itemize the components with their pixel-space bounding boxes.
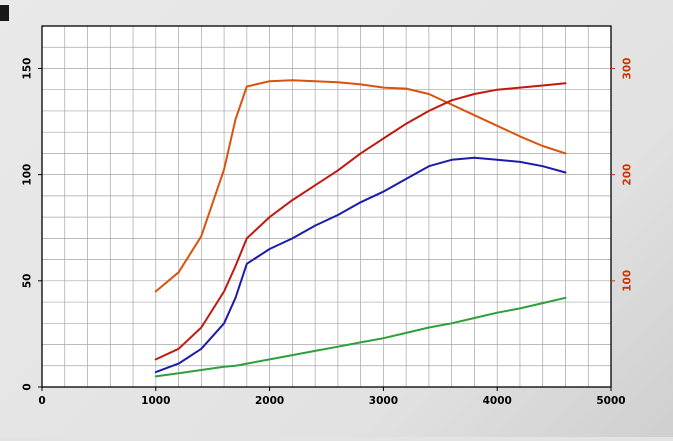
plot-area <box>42 26 611 387</box>
x-tick-label: 1000 <box>141 395 170 407</box>
y-left-tick-label: 100 <box>22 164 34 186</box>
x-tick-label: 3000 <box>369 395 398 407</box>
y-right-tick-label: 300 <box>622 58 634 80</box>
series-orange-curve-torque <box>154 79 567 293</box>
x-tick-label: 2000 <box>255 395 284 407</box>
series-green-curve-baseline <box>154 296 567 378</box>
x-tick-label: 0 <box>38 395 45 407</box>
series-red-curve-power-high <box>154 82 567 361</box>
y-left-tick-label: 150 <box>22 58 34 80</box>
x-tick-label: 5000 <box>596 395 625 407</box>
y-right-tick-label: 100 <box>622 270 634 292</box>
screen-edge-artifact <box>0 5 9 21</box>
x-tick-label: 4000 <box>483 395 512 407</box>
plot-border <box>41 25 612 388</box>
y-left-tick-label: 50 <box>22 274 34 289</box>
y-right-tick-label: 200 <box>622 164 634 186</box>
series-blue-curve-power-low <box>154 156 567 374</box>
y-left-tick-label: 0 <box>22 383 34 390</box>
